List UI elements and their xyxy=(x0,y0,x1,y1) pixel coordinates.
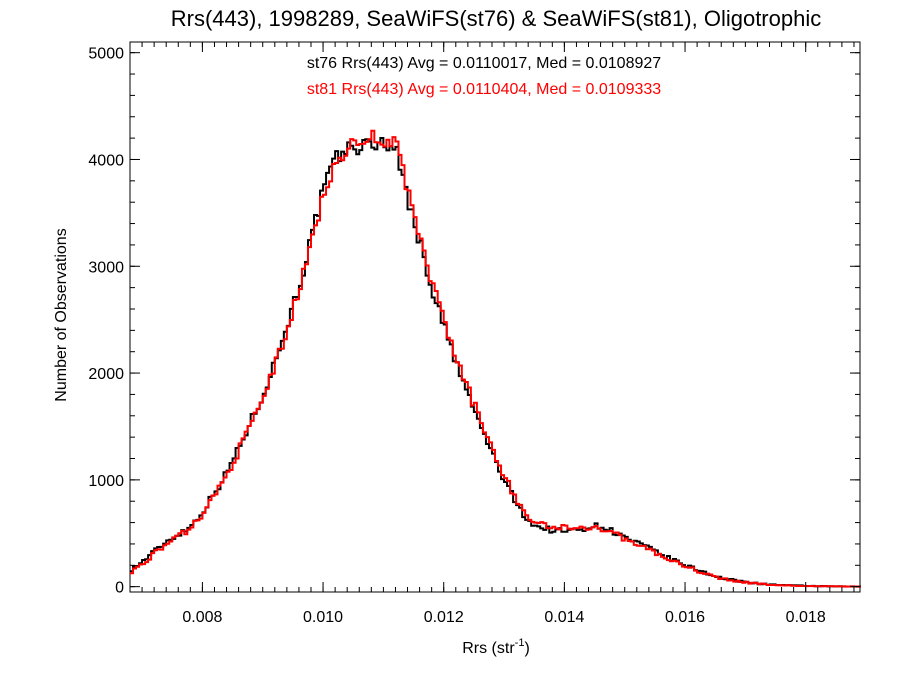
annotation-group: st76 Rrs(443) Avg = 0.0110017, Med = 0.0… xyxy=(307,55,661,98)
y-tick-label: 4000 xyxy=(88,152,124,169)
y-tick-label: 0 xyxy=(115,580,124,597)
x-axis-label-main: Rrs (str xyxy=(462,640,515,657)
x-tick-label: 0.008 xyxy=(182,609,222,626)
histogram-series-2 xyxy=(130,129,861,588)
x-tick-label: 0.012 xyxy=(424,609,464,626)
y-tick-label: 3000 xyxy=(88,259,124,276)
histogram-series-1 xyxy=(130,137,861,588)
plot-area xyxy=(129,41,861,593)
y-tick-label: 2000 xyxy=(88,366,124,383)
stats-annotation-2: st81 Rrs(443) Avg = 0.0110404, Med = 0.0… xyxy=(307,81,661,98)
x-tick-label: 0.018 xyxy=(786,609,826,626)
x-tick-label: 0.016 xyxy=(665,609,705,626)
y-tick-label: 5000 xyxy=(88,46,124,63)
chart-title: Rrs(443), 1998289, SeaWiFS(st76) & SeaWi… xyxy=(171,6,821,31)
x-tick-label: 0.010 xyxy=(303,609,343,626)
x-tick-label: 0.014 xyxy=(544,609,584,626)
x-axis-label: Rrs (str-1) xyxy=(462,637,530,657)
y-tick-label: 1000 xyxy=(88,473,124,490)
stats-annotation-1: st76 Rrs(443) Avg = 0.0110017, Med = 0.0… xyxy=(307,55,661,72)
x-axis-ticks: 0.008 0.010 0.012 0.014 0.016 0.018 xyxy=(129,42,855,626)
plot-frame xyxy=(129,41,861,593)
y-axis-label: Number of Observations xyxy=(53,228,70,401)
x-axis-label-close: ) xyxy=(524,640,529,657)
y-axis-ticks: 0 1000 2000 3000 4000 5000 xyxy=(88,46,860,597)
x-axis-label-exponent: -1 xyxy=(515,637,525,649)
